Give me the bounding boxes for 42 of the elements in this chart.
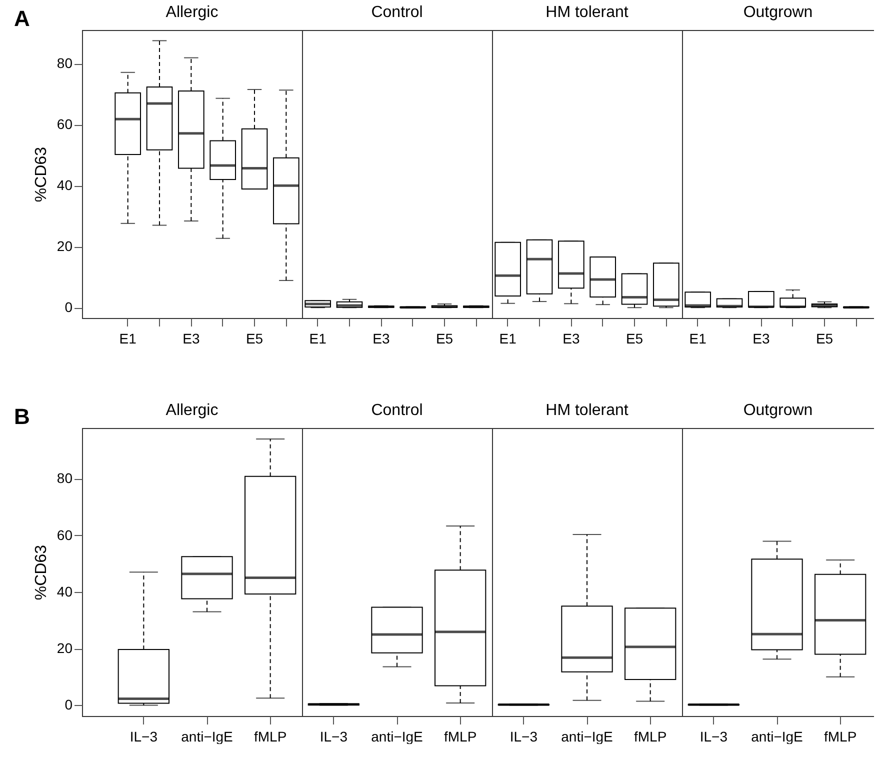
x-tick-label: IL−3 bbox=[510, 728, 538, 744]
x-tick-label: E5 bbox=[816, 330, 834, 346]
y-tick-label: 60 bbox=[56, 526, 73, 543]
x-tick-label: fMLP bbox=[824, 728, 857, 744]
y-axis-title: %CD63 bbox=[32, 544, 50, 600]
x-tick-label: E1 bbox=[689, 330, 707, 346]
y-tick-label: 80 bbox=[56, 470, 73, 486]
y-tick-label: 80 bbox=[56, 55, 73, 72]
y-axis-title: %CD63 bbox=[32, 146, 50, 202]
chart-title: Control bbox=[371, 402, 423, 419]
y-tick-label: 20 bbox=[56, 640, 73, 656]
chart-title: Allergic bbox=[166, 4, 218, 21]
y-tick-label: 0 bbox=[64, 299, 73, 316]
text: A bbox=[14, 6, 30, 32]
x-tick-label: E5 bbox=[626, 330, 644, 346]
chart-title: Outgrown bbox=[743, 4, 813, 21]
text: B bbox=[14, 404, 30, 430]
x-tick-label: fMLP bbox=[254, 728, 287, 744]
y-tick-label: 20 bbox=[56, 238, 73, 254]
x-tick-label: E5 bbox=[246, 330, 264, 346]
chart-title: Allergic bbox=[166, 402, 218, 419]
y-tick-label: 0 bbox=[64, 696, 73, 713]
x-tick-label: IL−3 bbox=[130, 728, 158, 744]
x-tick-label: E3 bbox=[372, 330, 390, 346]
x-tick-label: E5 bbox=[436, 330, 454, 346]
x-tick-label: IL−3 bbox=[320, 728, 348, 744]
y-tick-label: 60 bbox=[56, 116, 73, 132]
y-tick-label: 40 bbox=[56, 177, 73, 194]
y-tick-label: 40 bbox=[56, 583, 73, 600]
x-tick-label: E3 bbox=[752, 330, 770, 346]
chart-title: Outgrown bbox=[743, 402, 813, 419]
x-tick-label: E1 bbox=[499, 330, 517, 346]
x-tick-label: E3 bbox=[562, 330, 580, 346]
chart-title: Control bbox=[371, 4, 423, 21]
x-tick-label: E1 bbox=[309, 330, 327, 346]
x-tick-label: fMLP bbox=[444, 728, 477, 744]
x-tick-label: fMLP bbox=[634, 728, 667, 744]
chart-title: HM tolerant bbox=[546, 4, 629, 21]
chart-title: HM tolerant bbox=[546, 402, 629, 419]
x-tick-label: IL−3 bbox=[700, 728, 728, 744]
x-tick-label: E1 bbox=[119, 330, 137, 346]
x-tick-label: E3 bbox=[182, 330, 200, 346]
